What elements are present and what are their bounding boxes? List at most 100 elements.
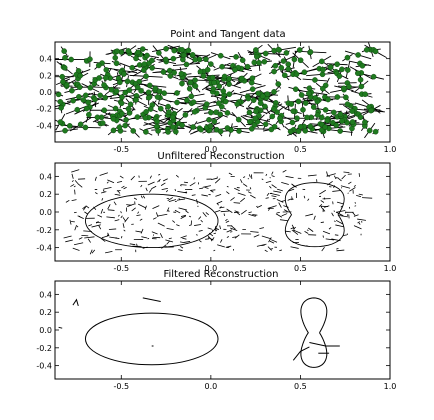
reconstruction-stroke [137, 211, 140, 214]
data-point [306, 85, 313, 92]
y-tick-label: -0.2 [36, 105, 52, 114]
reconstruction-stroke [178, 207, 188, 211]
data-point [163, 45, 169, 52]
reconstruction-stroke [88, 224, 93, 227]
reconstruction-stroke [261, 178, 264, 181]
data-point [280, 58, 287, 64]
reconstruction-stroke [276, 212, 280, 214]
data-point [254, 53, 260, 60]
data-point [262, 103, 268, 110]
data-point [70, 97, 76, 104]
reconstruction-stroke [225, 245, 232, 248]
reconstruction-stroke [172, 220, 176, 223]
reconstruction-stroke [287, 197, 293, 201]
reconstruction-stroke [242, 183, 248, 187]
reconstruction-stroke [158, 180, 161, 182]
reconstruction-stroke [83, 206, 87, 211]
reconstruction-stroke [184, 191, 188, 193]
stray-stroke [292, 346, 310, 361]
data-point [154, 118, 160, 125]
reconstruction-stroke [233, 202, 241, 204]
data-point [249, 86, 256, 92]
reconstruction-stroke [204, 186, 208, 189]
reconstruction-stroke [70, 184, 75, 187]
data-point [101, 107, 108, 114]
data-point [362, 119, 368, 126]
data-point [320, 85, 326, 92]
reconstruction-stroke [180, 184, 182, 187]
reconstruction-stroke [214, 210, 221, 213]
data-point [253, 108, 259, 115]
data-point [320, 66, 326, 73]
reconstruction-stroke [336, 210, 346, 213]
reconstruction-stroke [213, 249, 216, 252]
data-point [327, 64, 334, 71]
reconstruction-stroke [353, 185, 357, 187]
data-point [226, 75, 233, 82]
reconstruction-stroke [307, 227, 314, 232]
reconstruction-stroke [73, 211, 77, 214]
data-point [152, 85, 159, 92]
reconstruction-stroke [155, 212, 159, 218]
reconstruction-stroke [124, 216, 129, 223]
data-point [222, 98, 229, 105]
reconstruction-stroke [159, 233, 163, 239]
data-point [166, 109, 172, 116]
reconstruction-stroke [107, 209, 115, 211]
data-point [125, 106, 132, 112]
data-point [189, 52, 196, 58]
reconstruction-stroke [271, 171, 274, 175]
y-tick-label: 0.4 [39, 172, 52, 181]
data-point [187, 79, 194, 86]
reconstruction-stroke [202, 212, 207, 218]
data-point [357, 114, 364, 120]
reconstruction-stroke [339, 215, 349, 218]
data-point [108, 86, 115, 93]
reconstruction-stroke [320, 221, 324, 223]
reconstruction-stroke [304, 231, 309, 234]
reconstruction-stroke [71, 169, 80, 173]
data-point [355, 70, 361, 77]
reconstruction-stroke [87, 238, 91, 243]
data-point [268, 126, 275, 133]
reconstruction-stroke [256, 205, 262, 208]
reconstruction-stroke [288, 188, 295, 192]
data-point [123, 117, 129, 123]
data-point [133, 97, 139, 103]
data-point [331, 109, 337, 116]
reconstruction-stroke [122, 223, 125, 228]
reconstruction-stroke [268, 237, 272, 243]
data-point [76, 94, 82, 100]
reconstruction-stroke [117, 189, 121, 194]
reconstruction-stroke [226, 229, 233, 233]
reconstruction-stroke [189, 224, 192, 227]
data-point [156, 88, 163, 95]
data-point [191, 109, 198, 115]
data-point [138, 88, 144, 94]
x-tick-label: 0.5 [294, 382, 307, 391]
reconstruction-stroke [307, 198, 310, 201]
reconstruction-stroke [176, 198, 186, 201]
reconstruction-stroke [73, 242, 84, 246]
data-point [349, 119, 356, 125]
reconstruction-stroke [65, 239, 73, 243]
data-point [157, 105, 164, 112]
data-point [113, 88, 120, 94]
reconstruction-stroke [207, 187, 209, 190]
data-point [211, 118, 218, 125]
reconstruction-stroke [119, 175, 124, 179]
data-point [102, 94, 108, 101]
reconstruction-stroke [267, 246, 272, 251]
reconstruction-stroke [265, 180, 272, 183]
reconstruction-stroke [117, 214, 120, 217]
reconstruction-stroke [261, 235, 271, 240]
reconstruction-stroke [82, 206, 86, 210]
data-point [155, 128, 161, 134]
reconstruction-stroke [281, 181, 289, 185]
data-point [255, 90, 262, 97]
reconstruction-stroke [219, 206, 225, 209]
reconstruction-stroke [84, 236, 95, 239]
reconstruction-stroke [234, 234, 240, 239]
data-point [211, 79, 217, 86]
